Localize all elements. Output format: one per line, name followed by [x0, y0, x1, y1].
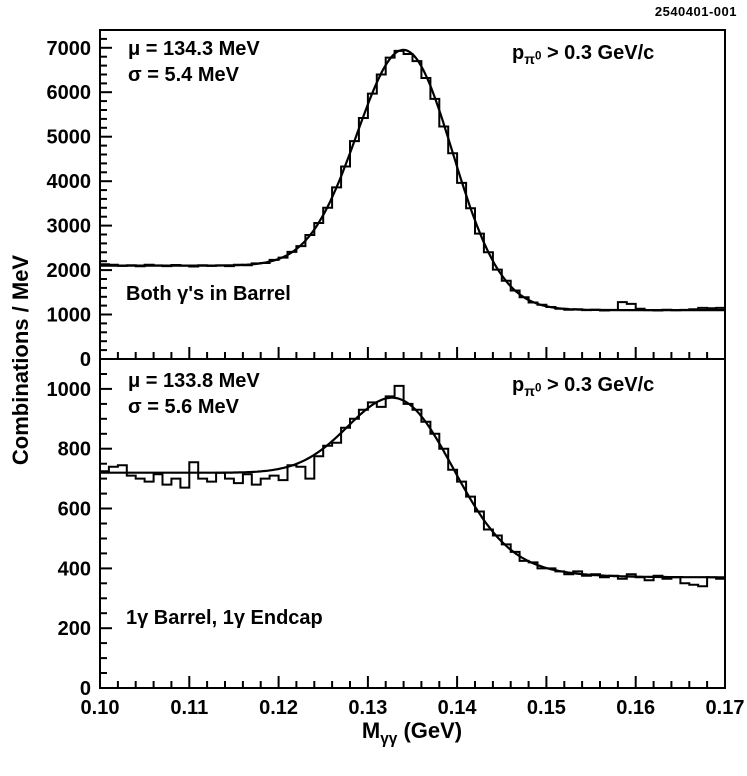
histogram-top [100, 49, 725, 312]
stats-sigma-top: σ = 5.4 MeV [128, 64, 239, 86]
fit-curve-bottom [100, 396, 725, 579]
panel-frame [99, 358, 726, 689]
y-axis-label: Combinations / MeV [8, 254, 33, 466]
y-tick-label: 7000 [47, 38, 92, 60]
stats-mu-top: μ = 134.3 MeV [128, 38, 260, 60]
x-axis-label-base: M [361, 718, 381, 743]
x-tick-label: 0.13 [348, 697, 387, 719]
x-tick-label: 0.12 [259, 697, 298, 719]
cut-sup-top: 0 [534, 49, 542, 63]
stats-mu-bottom: μ = 133.8 MeV [128, 370, 260, 392]
y-tick-label: 6000 [47, 82, 92, 104]
cut-label-top: pπ0 > 0.3 GeV/c [512, 42, 654, 67]
x-tick-label: 0.11 [170, 697, 208, 719]
cut-sup-bottom: 0 [534, 381, 542, 395]
region-label-top: Both γ's in Barrel [126, 283, 291, 305]
x-tick-label: 0.10 [81, 697, 120, 719]
cut-rest-bottom: > 0.3 GeV/c [541, 374, 655, 396]
fit-curve-top [100, 48, 725, 312]
y-tick-label: 1000 [47, 379, 92, 401]
x-tick-label: 0.15 [527, 697, 566, 719]
cut-base-bottom: p [512, 374, 525, 396]
y-tick-label: 0 [80, 678, 91, 700]
cut-sub-top: π [524, 50, 535, 67]
x-tick-label: 0.17 [706, 697, 745, 719]
y-tick-label: 1000 [47, 305, 92, 327]
y-tick-label: 0 [80, 349, 91, 371]
x-tick-label: 0.14 [438, 697, 478, 719]
y-tick-label: 200 [58, 618, 91, 640]
stats-sigma-bottom: σ = 5.6 MeV [128, 396, 239, 418]
histogram-bottom [100, 384, 725, 588]
cut-label-bottom: pπ0 > 0.3 GeV/c [512, 374, 654, 399]
y-tick-label: 600 [58, 499, 91, 521]
y-tick-label: 4000 [47, 171, 92, 193]
y-tick-label: 5000 [47, 127, 92, 149]
x-axis-label: Mγγ (GeV) [212, 718, 612, 748]
cut-rest-top: > 0.3 GeV/c [541, 42, 655, 64]
figure-id: 2540401-001 [654, 4, 737, 19]
x-tick-label: 0.16 [616, 697, 655, 719]
x-axis-label-sub: γγ [380, 730, 398, 748]
region-label-bottom: 1γ Barrel, 1γ Endcap [126, 607, 323, 629]
cut-sub-bottom: π [524, 382, 535, 399]
y-tick-label: 400 [58, 558, 91, 580]
y-tick-label: 2000 [47, 260, 92, 282]
cut-base-top: p [512, 42, 525, 64]
y-tick-label: 3000 [47, 216, 92, 238]
y-tick-label: 800 [58, 439, 91, 461]
x-axis-label-rest: (GeV) [397, 718, 463, 743]
